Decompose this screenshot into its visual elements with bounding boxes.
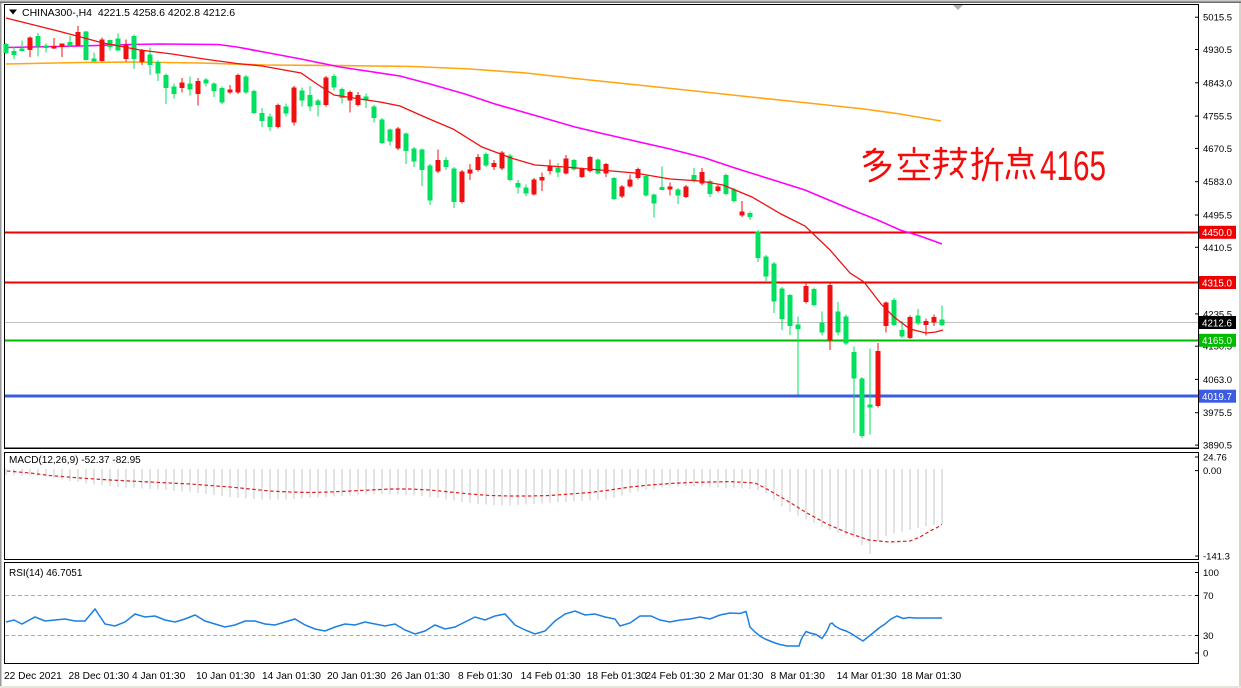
svg-text:RSI(14) 46.7051: RSI(14) 46.7051 [9,568,83,579]
svg-text:4755.5: 4755.5 [1203,112,1232,123]
svg-text:3890.5: 3890.5 [1203,441,1232,452]
svg-text:4670.5: 4670.5 [1203,144,1232,155]
svg-text:14 Feb 01:30: 14 Feb 01:30 [521,671,581,682]
svg-text:-141.3: -141.3 [1203,552,1230,563]
svg-text:3975.5: 3975.5 [1203,408,1232,419]
svg-text:0.00: 0.00 [1203,466,1222,477]
svg-text:4315.0: 4315.0 [1202,278,1233,289]
svg-text:CHINA300-,H4 4221.5 4258.6 42: CHINA300-,H4 4221.5 4258.6 4202.8 4212.6 [22,7,235,19]
svg-text:22 Dec 2021: 22 Dec 2021 [4,671,62,682]
svg-text:0: 0 [1203,649,1208,660]
svg-text:4843.0: 4843.0 [1203,78,1232,89]
svg-text:4583.0: 4583.0 [1203,177,1232,188]
svg-text:4063.0: 4063.0 [1203,375,1232,386]
svg-text:MACD(12,26,9) -52.37 -82.95: MACD(12,26,9) -52.37 -82.95 [9,455,141,466]
svg-text:18 Mar 01:30: 18 Mar 01:30 [901,671,961,682]
svg-text:18 Feb 01:30: 18 Feb 01:30 [587,671,647,682]
svg-text:4 Jan 01:30: 4 Jan 01:30 [132,671,186,682]
svg-text:2 Mar 01:30: 2 Mar 01:30 [709,671,764,682]
svg-text:8 Mar 01:30: 8 Mar 01:30 [771,671,826,682]
svg-text:14 Jan 01:30: 14 Jan 01:30 [262,671,321,682]
svg-text:10 Jan 01:30: 10 Jan 01:30 [196,671,255,682]
svg-text:4495.5: 4495.5 [1203,211,1232,222]
svg-text:4165: 4165 [1040,142,1106,189]
svg-text:70: 70 [1203,591,1214,602]
svg-text:4150.5: 4150.5 [1203,342,1232,353]
svg-text:100: 100 [1203,568,1219,579]
svg-text:4212.6: 4212.6 [1202,318,1233,329]
svg-text:4235.5: 4235.5 [1203,309,1232,320]
svg-text:4930.5: 4930.5 [1203,45,1232,56]
svg-text:5015.5: 5015.5 [1203,13,1232,24]
svg-text:24.76: 24.76 [1203,453,1227,464]
svg-text:4165.0: 4165.0 [1202,336,1233,347]
svg-text:8 Feb 01:30: 8 Feb 01:30 [458,671,513,682]
svg-text:4410.5: 4410.5 [1203,243,1232,254]
svg-text:14 Mar 01:30: 14 Mar 01:30 [837,671,897,682]
svg-text:4019.7: 4019.7 [1202,392,1232,403]
svg-text:4450.0: 4450.0 [1202,228,1233,239]
svg-text:28 Dec 01:30: 28 Dec 01:30 [69,671,130,682]
svg-text:24 Feb 01:30: 24 Feb 01:30 [645,671,705,682]
svg-text:20 Jan 01:30: 20 Jan 01:30 [327,671,386,682]
svg-text:30: 30 [1203,631,1214,642]
svg-text:26 Jan 01:30: 26 Jan 01:30 [391,671,450,682]
